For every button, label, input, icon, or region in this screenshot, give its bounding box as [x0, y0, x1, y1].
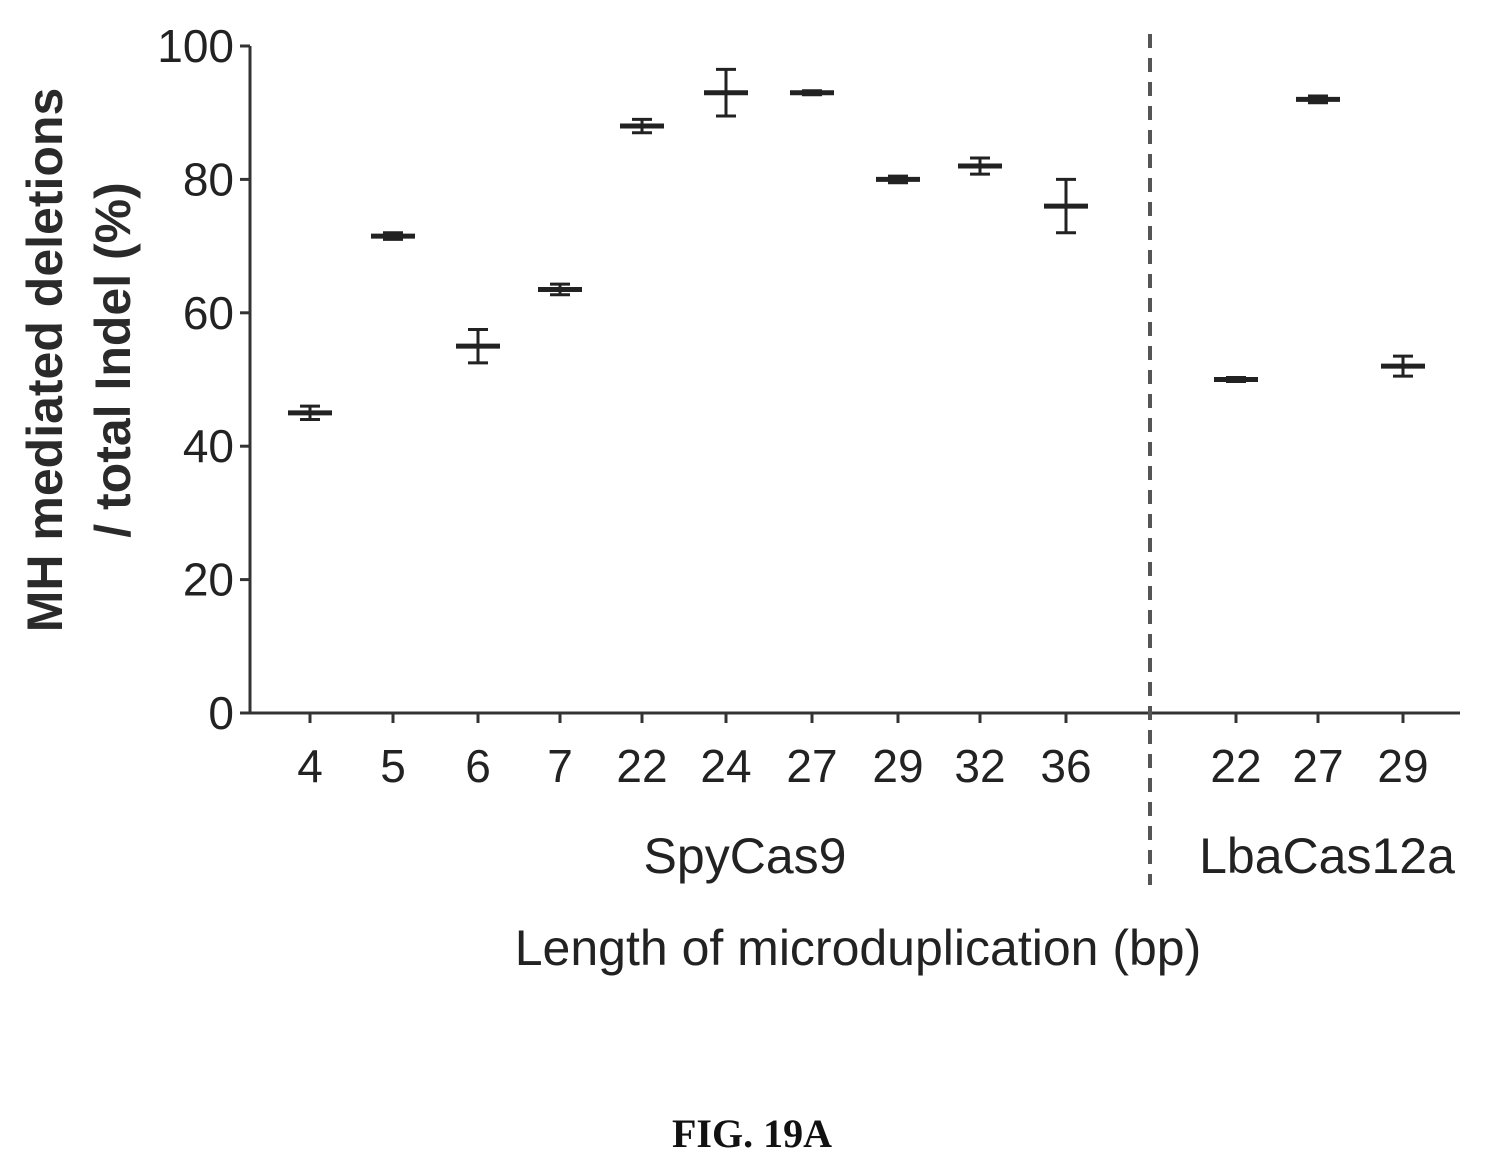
y-axis-title: MH mediated deletions / total Indel (%) [17, 88, 141, 633]
data-point [790, 89, 834, 97]
x-tick-label: 4 [297, 740, 323, 792]
chart: MH mediated deletions / total Indel (%) 0… [17, 20, 1460, 976]
axes [248, 34, 1460, 885]
data-point [538, 282, 582, 297]
data-point [1044, 177, 1088, 235]
y-axis-title-line: MH mediated deletions [17, 88, 73, 633]
x-axis-title: Length of microduplication (bp) [515, 920, 1202, 976]
data-point [1381, 354, 1425, 378]
x-tick-label: 29 [872, 740, 923, 792]
y-tick-label: 40 [183, 420, 234, 472]
data-point [288, 404, 332, 422]
y-ticks: 0 20 40 60 80 100 [157, 20, 250, 739]
x-tick-label: 7 [547, 740, 573, 792]
x-tick-label: 6 [465, 740, 491, 792]
x-tick-label: 32 [954, 740, 1005, 792]
group-labels: SpyCas9 LbaCas12a [644, 828, 1456, 884]
y-tick-label: 20 [183, 554, 234, 606]
x-tick-label: 22 [616, 740, 667, 792]
group-label: SpyCas9 [644, 828, 847, 884]
group-label: LbaCas12a [1199, 828, 1455, 884]
x-tick-label: 22 [1210, 740, 1261, 792]
y-tick-label: 80 [183, 153, 234, 205]
data-point [371, 231, 415, 241]
data-point [620, 117, 664, 135]
figure-caption: FIG. 19A [672, 1111, 832, 1156]
x-tick-label: 27 [786, 740, 837, 792]
y-axis-title-line: / total Indel (%) [85, 182, 141, 538]
data-point [456, 327, 500, 365]
data-point [704, 67, 748, 118]
x-ticks: 4 5 6 7 22 24 27 29 32 36 22 27 29 [297, 713, 1429, 792]
y-tick-label: 60 [183, 287, 234, 339]
x-tick-label: 29 [1377, 740, 1428, 792]
data-point [876, 174, 920, 185]
x-tick-label: 5 [380, 740, 406, 792]
y-tick-label: 0 [208, 687, 234, 739]
y-tick-label: 100 [157, 20, 234, 72]
data-point [1296, 94, 1340, 105]
x-tick-label: 27 [1292, 740, 1343, 792]
data-point [958, 156, 1002, 176]
x-tick-label: 24 [700, 740, 751, 792]
data-point [1214, 375, 1258, 384]
x-tick-label: 36 [1040, 740, 1091, 792]
data-points [288, 67, 1425, 422]
